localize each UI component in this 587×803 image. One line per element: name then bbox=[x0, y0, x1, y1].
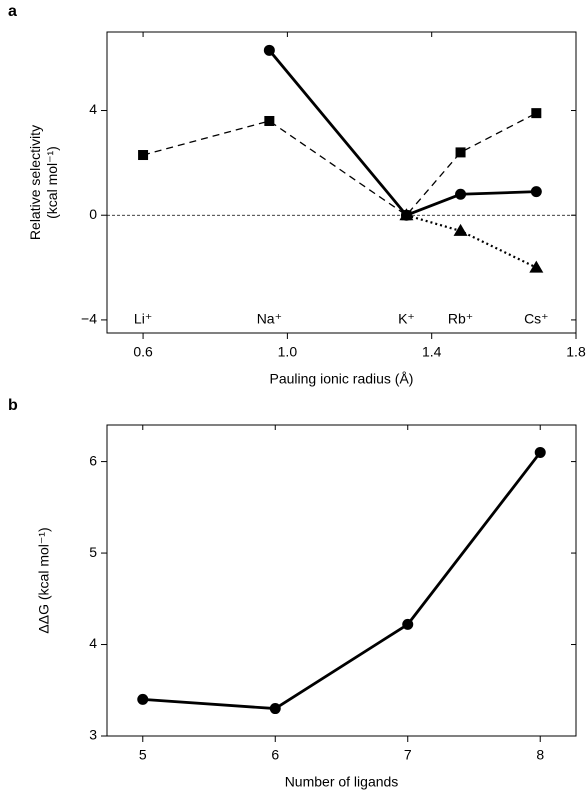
marker bbox=[530, 186, 542, 198]
ion-label: Li⁺ bbox=[134, 311, 152, 327]
x-axis-label: Number of ligands bbox=[285, 774, 399, 790]
panel-label: a bbox=[8, 3, 17, 20]
marker bbox=[269, 703, 281, 715]
y-tick-label: 3 bbox=[89, 727, 97, 743]
ion-label: Rb⁺ bbox=[448, 311, 473, 327]
series-line bbox=[142, 112, 537, 217]
x-tick-label: 5 bbox=[139, 747, 147, 763]
x-tick-label: 8 bbox=[536, 747, 544, 763]
y-axis-label: Relative selectivity bbox=[27, 125, 43, 240]
series-line bbox=[268, 49, 537, 217]
y-tick-label: 4 bbox=[89, 635, 97, 651]
series-line bbox=[142, 451, 542, 710]
marker bbox=[455, 188, 467, 200]
marker bbox=[138, 150, 149, 161]
x-tick-label: 6 bbox=[271, 747, 279, 763]
plot-frame bbox=[106, 424, 577, 737]
marker bbox=[137, 693, 149, 705]
x-tick-label: 1.0 bbox=[278, 344, 298, 360]
marker bbox=[402, 618, 414, 630]
x-tick-label: 7 bbox=[404, 747, 412, 763]
marker bbox=[534, 446, 546, 458]
marker bbox=[453, 223, 468, 236]
panel-label: b bbox=[8, 397, 18, 414]
marker bbox=[455, 147, 466, 158]
y-tick-label: 4 bbox=[89, 101, 97, 117]
x-tick-label: 1.8 bbox=[566, 344, 586, 360]
plot-frame bbox=[106, 31, 577, 334]
y-axis-label: (kcal mol⁻¹) bbox=[44, 146, 60, 219]
y-tick-label: 6 bbox=[89, 452, 97, 468]
series-line bbox=[406, 214, 537, 269]
x-tick-label: 1.4 bbox=[422, 344, 442, 360]
ion-label: Cs⁺ bbox=[524, 311, 549, 327]
ion-label: K⁺ bbox=[398, 311, 415, 327]
x-tick-label: 0.6 bbox=[133, 344, 153, 360]
marker bbox=[263, 44, 275, 56]
marker bbox=[529, 260, 544, 273]
y-tick-label: −4 bbox=[81, 311, 97, 327]
y-axis-label: ΔΔG (kcal mol⁻¹) bbox=[36, 527, 52, 633]
y-tick-label: 0 bbox=[89, 206, 97, 222]
marker bbox=[399, 208, 414, 221]
y-tick-label: 5 bbox=[89, 544, 97, 560]
ion-label: Na⁺ bbox=[257, 311, 282, 327]
x-axis-label: Pauling ionic radius (Å) bbox=[270, 371, 414, 387]
marker bbox=[531, 108, 542, 119]
marker bbox=[264, 115, 275, 126]
